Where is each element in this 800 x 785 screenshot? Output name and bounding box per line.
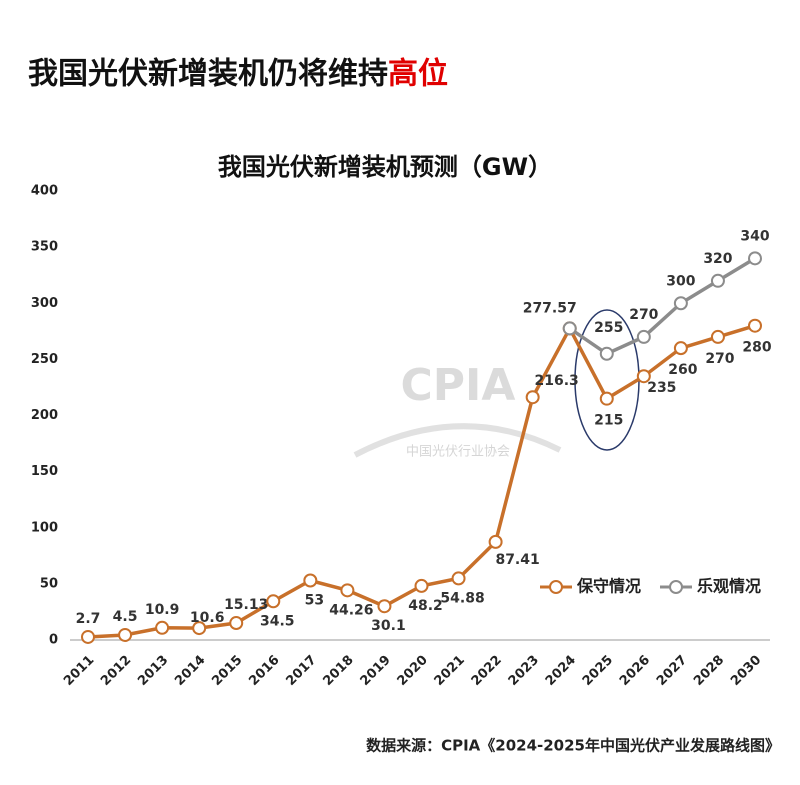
x-tick-label: 2014 [172, 653, 208, 689]
y-tick-label: 250 [31, 352, 58, 367]
x-tick-label: 2026 [617, 653, 653, 689]
y-tick-label: 300 [31, 296, 58, 311]
watermark-text: 中国光伏行业协会 [406, 445, 510, 460]
x-tick-label: 2018 [320, 653, 356, 689]
data-point [710, 273, 725, 288]
x-tick-label: 2015 [209, 653, 245, 689]
y-tick-label: 0 [49, 633, 58, 648]
y-tick-label: 150 [31, 464, 58, 479]
y-tick-label: 50 [40, 576, 58, 591]
data-label: 2.7 [76, 611, 101, 627]
y-tick-label: 100 [31, 520, 58, 535]
x-tick-label: 2021 [432, 653, 468, 689]
data-label: 15.13 [224, 597, 268, 613]
data-point [303, 573, 318, 588]
data-label: 10.6 [190, 610, 225, 626]
watermark-logo: CPIA [401, 360, 516, 411]
data-point [377, 599, 392, 614]
watermark: CPIA 中国光伏行业协会 [353, 360, 562, 460]
data-label: 48.2 [408, 598, 443, 614]
y-tick-label: 200 [31, 408, 58, 423]
data-label: 270 [629, 307, 658, 323]
x-tick-label: 2013 [135, 653, 171, 689]
data-point [155, 620, 170, 635]
data-point [636, 329, 651, 344]
data-label: 280 [742, 340, 771, 356]
source-note: 数据来源：CPIA《2024-2025年中国光伏产业发展路线图》 [366, 737, 780, 755]
data-label: 320 [703, 251, 732, 267]
x-tick-label: 2020 [395, 653, 431, 689]
data-label: 277.57 [523, 300, 577, 316]
x-tick-label: 2011 [61, 653, 97, 689]
data-point [192, 621, 207, 636]
x-tick-label: 2022 [469, 653, 505, 689]
data-point [118, 627, 133, 642]
data-point [748, 251, 762, 266]
data-label: 270 [705, 351, 734, 367]
x-tick-label: 2012 [98, 653, 134, 689]
data-label: 255 [594, 320, 623, 336]
data-label: 4.5 [113, 609, 138, 625]
x-tick-label: 2030 [728, 653, 764, 689]
chart-subtitle: 我国光伏新增装机预测（GW） [218, 153, 552, 181]
data-point [636, 369, 651, 384]
y-tick-label: 400 [31, 184, 58, 199]
data-label: 340 [740, 228, 769, 244]
data-label: 87.41 [495, 552, 539, 568]
data-label: 260 [668, 362, 697, 378]
x-tick-label: 2019 [358, 653, 394, 689]
data-point [748, 318, 762, 333]
data-label: 215 [594, 413, 623, 429]
x-tick-label: 2024 [543, 653, 579, 689]
data-point [673, 296, 688, 311]
x-tick-label: 2025 [580, 653, 616, 689]
data-label: 44.26 [329, 602, 373, 618]
data-point [599, 346, 614, 361]
data-label: 235 [647, 380, 676, 396]
legend-label: 保守情况 [576, 577, 641, 596]
x-tick-label: 2027 [654, 653, 690, 689]
data-point [562, 321, 577, 336]
legend-marker [669, 580, 683, 594]
data-point [599, 391, 614, 406]
series-line [568, 256, 756, 356]
x-tick-label: 2023 [506, 653, 542, 689]
chart-title-highlight: 高位 [388, 57, 448, 92]
data-point [488, 534, 503, 549]
legend-marker [549, 580, 563, 594]
x-tick-label: 2016 [246, 653, 282, 689]
data-point [710, 329, 725, 344]
data-point [451, 571, 466, 586]
x-tick-label: 2017 [283, 653, 319, 689]
data-label: 300 [666, 273, 695, 289]
data-point [673, 341, 688, 356]
data-label: 216.3 [535, 373, 579, 389]
legend-label: 乐观情况 [697, 577, 761, 596]
data-point [266, 594, 281, 609]
x-tick-label: 2028 [691, 653, 727, 689]
data-point [414, 578, 429, 593]
data-point [340, 583, 355, 598]
data-label: 30.1 [371, 618, 406, 634]
data-point [525, 390, 540, 405]
y-tick-label: 350 [31, 240, 58, 255]
watermark-swoosh [353, 423, 562, 458]
data-label: 54.88 [440, 590, 484, 606]
data-point [81, 629, 95, 644]
chart-title: 我国光伏新增装机仍将维持 [28, 57, 388, 92]
data-label: 34.5 [260, 613, 295, 629]
data-label: 53 [305, 593, 324, 609]
data-point [229, 616, 244, 631]
data-label: 10.9 [145, 602, 180, 618]
